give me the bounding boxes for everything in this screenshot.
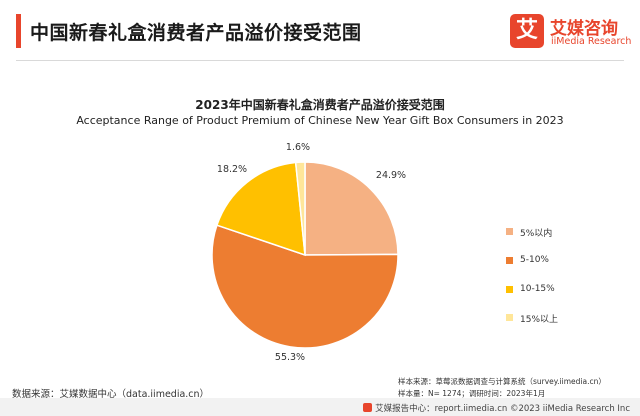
pie-value-label: 18.2% xyxy=(217,164,247,175)
footer-bar xyxy=(0,398,640,416)
chart-title: 2023年中国新春礼盒消费者产品溢价接受范围 xyxy=(195,98,445,112)
pie-value-label: 55.3% xyxy=(275,352,305,363)
legend-label: 5-10% xyxy=(520,255,549,265)
iimedia-logo: 艾 艾媒咨询 iiMedia Research xyxy=(510,12,631,52)
chart-subtitle: Acceptance Range of Product Premium of C… xyxy=(76,114,564,127)
legend-swatch xyxy=(506,314,513,321)
sample-source: 样本来源：草莓派数据调查与计算系统（survey.iimedia.cn） xyxy=(398,377,606,386)
legend-label: 15%以上 xyxy=(520,315,559,325)
pie-slice xyxy=(294,161,306,256)
logo-mark-icon: 艾 xyxy=(510,14,544,48)
page-title: 中国新春礼盒消费者产品溢价接受范围 xyxy=(30,22,362,44)
pie-slice xyxy=(304,161,399,256)
pie-slice xyxy=(215,161,306,257)
legend-label: 5%以内 xyxy=(520,229,553,239)
legend-label: 10-15% xyxy=(520,284,555,294)
legend-item: 5%以内 xyxy=(506,226,616,239)
data-source: 数据来源：艾媒数据中心（data.iimedia.cn） xyxy=(12,389,210,400)
logo-text-cn: 艾媒咨询 xyxy=(550,19,618,39)
legend-item: 15%以上 xyxy=(506,312,616,325)
sample-size: 样本量：N= 1274；调研时间：2023年1月 xyxy=(398,389,546,398)
pie-slice xyxy=(211,224,399,349)
logo-text-en: iiMedia Research xyxy=(551,36,632,47)
legend-swatch xyxy=(506,228,513,235)
legend-swatch xyxy=(506,286,513,293)
title-accent-bar xyxy=(16,14,21,48)
legend-item: 5-10% xyxy=(506,255,616,267)
legend-item: 10-15% xyxy=(506,284,616,296)
legend-swatch xyxy=(506,257,513,264)
footer-report: 艾媒报告中心：report.iimedia.cn ©2023 iiMedia R… xyxy=(363,402,630,414)
pie-value-label: 24.9% xyxy=(376,170,406,181)
report-center-icon xyxy=(363,403,373,412)
header-divider xyxy=(16,60,624,61)
footer-report-text: 艾媒报告中心：report.iimedia.cn ©2023 iiMedia R… xyxy=(375,404,630,414)
pie-value-label: 1.6% xyxy=(286,142,310,153)
